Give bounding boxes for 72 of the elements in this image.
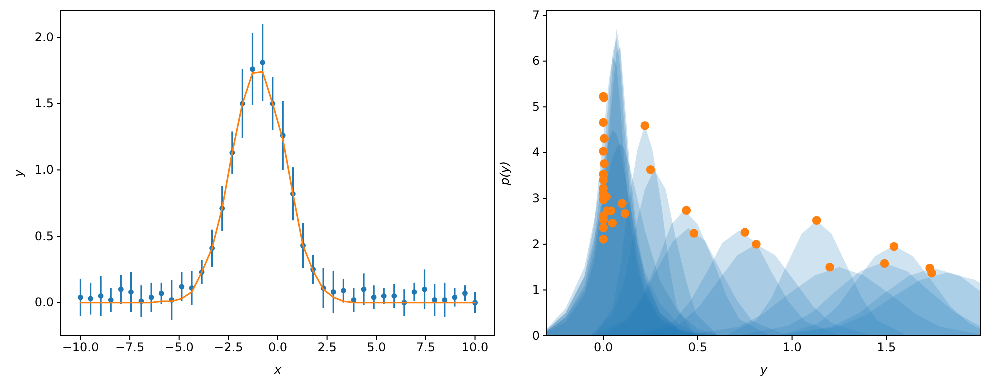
x-axis-title: x	[273, 363, 282, 377]
point	[600, 159, 609, 168]
point	[392, 294, 398, 299]
y-tick-label: 0.5	[34, 229, 54, 244]
point	[179, 284, 185, 290]
y-tick-label: 7	[532, 8, 540, 22]
point	[640, 121, 650, 130]
point	[361, 286, 367, 292]
point	[599, 235, 608, 244]
y-tick-label: 0.0	[34, 296, 54, 310]
point	[371, 294, 377, 300]
point	[599, 118, 608, 128]
y-tick-label: 1.0	[34, 163, 54, 178]
point	[740, 228, 750, 237]
x-tick-label: 5.0	[367, 340, 386, 355]
point	[158, 290, 164, 296]
y-tick-label: 3	[532, 192, 540, 206]
x-tick-label: −7.5	[115, 340, 145, 355]
point	[618, 199, 627, 208]
y-tick-label: 2	[532, 237, 540, 252]
point	[599, 196, 608, 204]
y-tick-label: 0	[532, 328, 540, 343]
y-tick-label: 4	[532, 146, 540, 160]
point	[148, 294, 154, 300]
y-tick-label: 1	[532, 283, 540, 298]
point	[340, 288, 346, 294]
point	[752, 240, 761, 249]
y-axis-title: p(y)	[498, 161, 512, 187]
point	[250, 66, 256, 72]
point	[78, 294, 84, 300]
y-axis-title: y	[12, 169, 26, 178]
point	[88, 296, 94, 302]
point	[608, 218, 618, 228]
y-tick-label: 5	[532, 100, 540, 114]
x-tick-label: 0.0	[594, 340, 614, 355]
point	[928, 268, 936, 278]
x-tick-label: −10.0	[62, 340, 100, 355]
point	[599, 147, 608, 156]
line-series	[80, 71, 476, 304]
point	[880, 259, 890, 268]
point	[381, 294, 387, 299]
x-tick-label: 7.5	[416, 340, 436, 355]
point	[812, 216, 822, 226]
point	[118, 286, 124, 292]
x-tick-label: 0.5	[688, 340, 708, 355]
point	[128, 290, 134, 295]
point	[330, 290, 336, 295]
x-tick-label: 2.5	[318, 340, 337, 355]
x-tick-label: 10.0	[462, 340, 489, 355]
point	[412, 290, 418, 295]
x-tick-label: 1.0	[782, 340, 802, 355]
x-tick-label: −5.0	[164, 340, 194, 355]
y-tick-label: 2.0	[34, 30, 54, 44]
x-tick-label: 0.0	[268, 340, 288, 355]
y-tick-label: 6	[532, 54, 540, 68]
point	[422, 286, 428, 292]
point	[890, 242, 899, 252]
y-tick-label: 1.5	[34, 96, 54, 111]
x-axis-title: y	[759, 363, 768, 377]
point	[682, 206, 692, 215]
point	[98, 294, 104, 299]
point	[599, 224, 608, 232]
x-tick-label: 1.5	[877, 340, 896, 355]
point	[646, 165, 656, 174]
point	[462, 290, 468, 296]
x-tick-label: −2.5	[214, 340, 244, 355]
point	[452, 294, 458, 300]
point	[600, 134, 609, 144]
point	[260, 60, 266, 66]
point	[690, 229, 699, 238]
point	[620, 209, 630, 218]
point	[826, 262, 834, 272]
